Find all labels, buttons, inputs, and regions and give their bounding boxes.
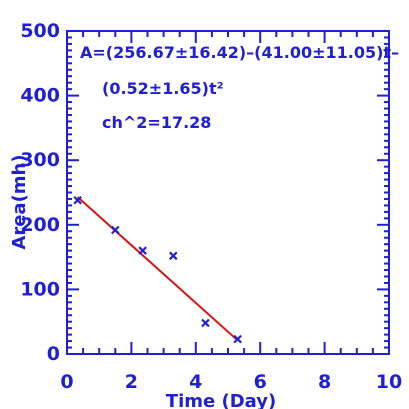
data-point bbox=[111, 225, 120, 235]
x-tick-label: 4 bbox=[189, 371, 202, 393]
annotations: A=(256.67±16.42)–(41.00±11.05)t– (0.52±1… bbox=[80, 43, 399, 132]
data-point bbox=[168, 251, 178, 261]
fit-line bbox=[76, 196, 239, 342]
data-point-stroke bbox=[233, 334, 242, 344]
series bbox=[73, 195, 242, 344]
x-tick-label: 10 bbox=[376, 371, 402, 393]
y-tick-label: 500 bbox=[20, 20, 60, 42]
data-point-stroke bbox=[168, 251, 178, 261]
y-axis-label: Area(mh) bbox=[9, 154, 30, 249]
data-point bbox=[73, 195, 82, 205]
y-tick-label: 100 bbox=[20, 278, 60, 300]
data-point bbox=[138, 246, 147, 255]
x-axis-label: Time (Day) bbox=[166, 391, 276, 409]
x-tick-label: 0 bbox=[60, 371, 73, 393]
data-point-stroke bbox=[138, 246, 147, 255]
y-tick-label: 400 bbox=[20, 85, 60, 107]
x-tick-label: 6 bbox=[254, 371, 267, 393]
tick-marks bbox=[66, 30, 390, 355]
data-point-stroke bbox=[73, 195, 82, 205]
data-point-stroke bbox=[111, 225, 120, 235]
fit-equation-line2: (0.52±1.65)t² bbox=[102, 79, 224, 98]
x-tick-label: 8 bbox=[318, 371, 331, 393]
chi-square-label: ch^2=17.28 bbox=[102, 113, 211, 132]
data-point bbox=[201, 318, 210, 328]
y-tick-label: 300 bbox=[20, 149, 60, 171]
y-tick-label: 200 bbox=[20, 214, 60, 236]
fit-equation-line1: A=(256.67±16.42)–(41.00±11.05)t– bbox=[80, 43, 399, 62]
x-tick-label: 2 bbox=[125, 371, 138, 393]
y-tick-label: 0 bbox=[47, 343, 60, 365]
data-point bbox=[233, 334, 242, 344]
data-point-stroke bbox=[201, 318, 210, 328]
